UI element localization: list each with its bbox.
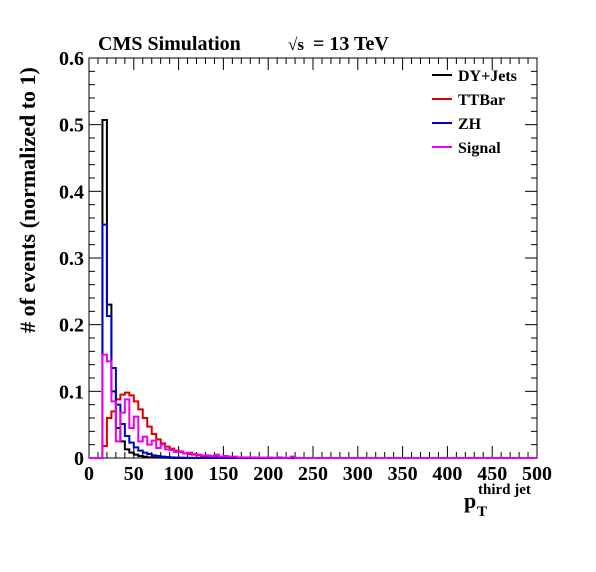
y-tick-label: 0.5	[59, 115, 84, 137]
series-signal	[89, 353, 537, 459]
x-tick-label: 100	[164, 463, 194, 485]
y-tick-label: 0.6	[59, 48, 84, 70]
x-tick-label: 0	[84, 463, 94, 485]
x-tick-label: 250	[298, 463, 328, 485]
legend-label: DY+Jets	[458, 68, 517, 85]
legend: DY+Jets TTBar ZH Signal	[432, 68, 517, 157]
x-tick-label: 150	[208, 463, 238, 485]
x-axis-title-sub: T	[477, 504, 487, 520]
x-tick-label: 300	[343, 463, 373, 485]
y-tick-label: 0.3	[59, 248, 84, 270]
energy-label: = 13 TeV	[313, 33, 389, 55]
series-dy-jets	[89, 119, 537, 459]
x-tick-labels: 0 50 100 150 200 250 300 350 400 450 500	[84, 463, 552, 485]
y-tick-label: 0	[74, 448, 84, 470]
chart-title: CMS Simulation	[98, 33, 241, 55]
axis-ticks	[88, 57, 538, 459]
x-axis-title: p T third jet	[464, 482, 531, 520]
y-axis-title: # of events (normalized to 1)	[15, 67, 40, 333]
y-tick-label: 0.1	[59, 381, 84, 403]
x-tick-label: 500	[522, 463, 552, 485]
x-tick-label: 200	[253, 463, 283, 485]
series-lines	[89, 119, 537, 459]
x-tick-label: 400	[432, 463, 462, 485]
x-axis-title-sup: third jet	[478, 482, 531, 498]
legend-label: TTBar	[458, 92, 505, 109]
x-axis-title-main: p	[464, 488, 476, 513]
x-tick-label: 50	[124, 463, 144, 485]
x-tick-label: 450	[477, 463, 507, 485]
legend-label: Signal	[458, 140, 501, 157]
x-tick-label: 350	[388, 463, 418, 485]
series-zh	[89, 223, 537, 459]
legend-label: ZH	[458, 116, 482, 133]
sqrt-s-symbol: √s	[288, 35, 304, 54]
y-tick-labels: 0 0.1 0.2 0.3 0.4 0.5 0.6	[59, 48, 84, 470]
y-tick-label: 0.4	[59, 181, 84, 203]
y-tick-label: 0.2	[59, 315, 84, 337]
